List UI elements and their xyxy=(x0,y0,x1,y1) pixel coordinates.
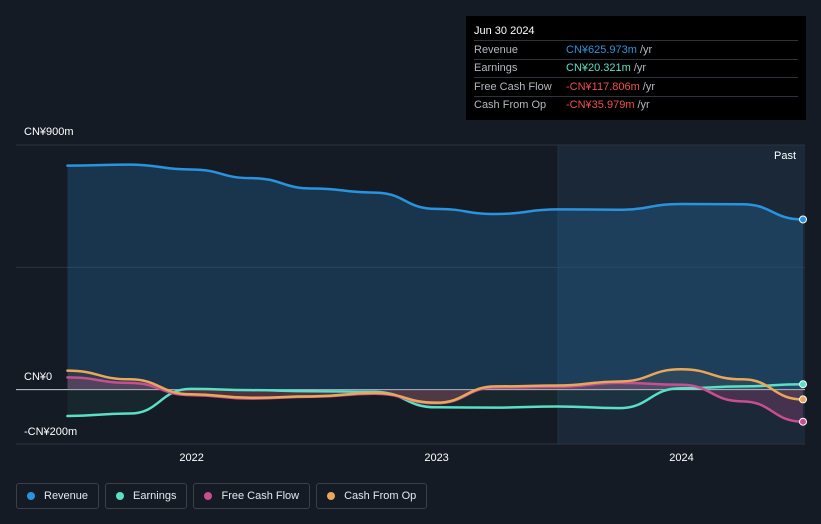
tooltip-unit: /yr xyxy=(633,62,647,75)
tooltip-row-free-cash-flow: Free Cash Flow -CN¥117.806m /yr xyxy=(474,77,798,96)
cash-from-op-end-marker xyxy=(799,395,807,404)
free-cash-flow-area xyxy=(67,377,803,422)
cash-from-op-line xyxy=(66,367,805,404)
y-tick-label-bottom: -CN¥200m xyxy=(24,426,78,438)
cash-from-op-area xyxy=(67,369,803,403)
tooltip-label: Free Cash Flow xyxy=(474,80,552,93)
chart-legend: Revenue Earnings Free Cash Flow Cash Fro… xyxy=(16,483,428,511)
earnings-end-marker xyxy=(799,380,807,389)
forecast-shade xyxy=(558,145,805,444)
legend-item-earnings[interactable]: Earnings xyxy=(105,483,188,509)
x-tick-label: 2024 xyxy=(669,452,693,464)
earnings-line xyxy=(66,382,805,418)
tooltip-label: Earnings xyxy=(474,62,518,75)
legend-item-revenue[interactable]: Revenue xyxy=(16,483,100,509)
tooltip-value: CN¥625.973m xyxy=(566,43,637,56)
tooltip-unit: /yr xyxy=(642,80,656,93)
legend-dot-icon xyxy=(204,492,213,500)
tooltip-date: Jun 30 2024 xyxy=(474,25,535,37)
revenue-end-marker xyxy=(799,215,807,224)
legend-item-cash-from-op[interactable]: Cash From Op xyxy=(316,483,428,509)
y-tick-label-top: CN¥900m xyxy=(24,126,74,138)
legend-dot-icon xyxy=(116,492,125,500)
y-tick-label-zero: CN¥0 xyxy=(24,371,53,383)
tooltip-row-revenue: Revenue CN¥625.973m /yr xyxy=(474,40,798,59)
legend-item-free-cash-flow[interactable]: Free Cash Flow xyxy=(193,483,311,509)
tooltip-row-cash-from-op: Cash From Op -CN¥35.979m /yr xyxy=(474,95,798,115)
series-areas xyxy=(67,164,803,422)
legend-label: Free Cash Flow xyxy=(221,490,300,502)
legend-label: Earnings xyxy=(133,490,177,502)
past-region-label: Past xyxy=(774,150,797,162)
series-end-markers xyxy=(799,215,807,426)
x-tick-label: 2022 xyxy=(179,452,203,464)
tooltip-label: Cash From Op xyxy=(474,99,547,112)
revenue-line xyxy=(66,163,805,221)
tooltip-value: -CN¥117.806m xyxy=(566,80,640,93)
tooltip-unit: /yr xyxy=(639,43,653,56)
legend-label: Cash From Op xyxy=(344,490,417,502)
legend-dot-icon xyxy=(327,492,336,500)
tooltip-row-earnings: Earnings CN¥20.321m /yr xyxy=(474,58,798,78)
free-cash-flow-end-marker xyxy=(799,417,807,426)
data-tooltip: Jun 30 2024 Revenue CN¥625.973m /yr Earn… xyxy=(466,16,806,120)
revenue-area xyxy=(67,164,803,390)
legend-dot-icon xyxy=(27,492,35,500)
tooltip-value: CN¥20.321m xyxy=(566,62,631,75)
tooltip-value: -CN¥35.979m xyxy=(566,99,635,112)
tooltip-unit: /yr xyxy=(637,99,650,112)
series-lines xyxy=(66,163,805,423)
x-axis-tick-labels: 2022 2023 2024 xyxy=(179,452,693,464)
x-tick-label: 2023 xyxy=(424,452,448,464)
legend-label: Revenue xyxy=(44,490,89,502)
tooltip-label: Revenue xyxy=(474,43,519,56)
